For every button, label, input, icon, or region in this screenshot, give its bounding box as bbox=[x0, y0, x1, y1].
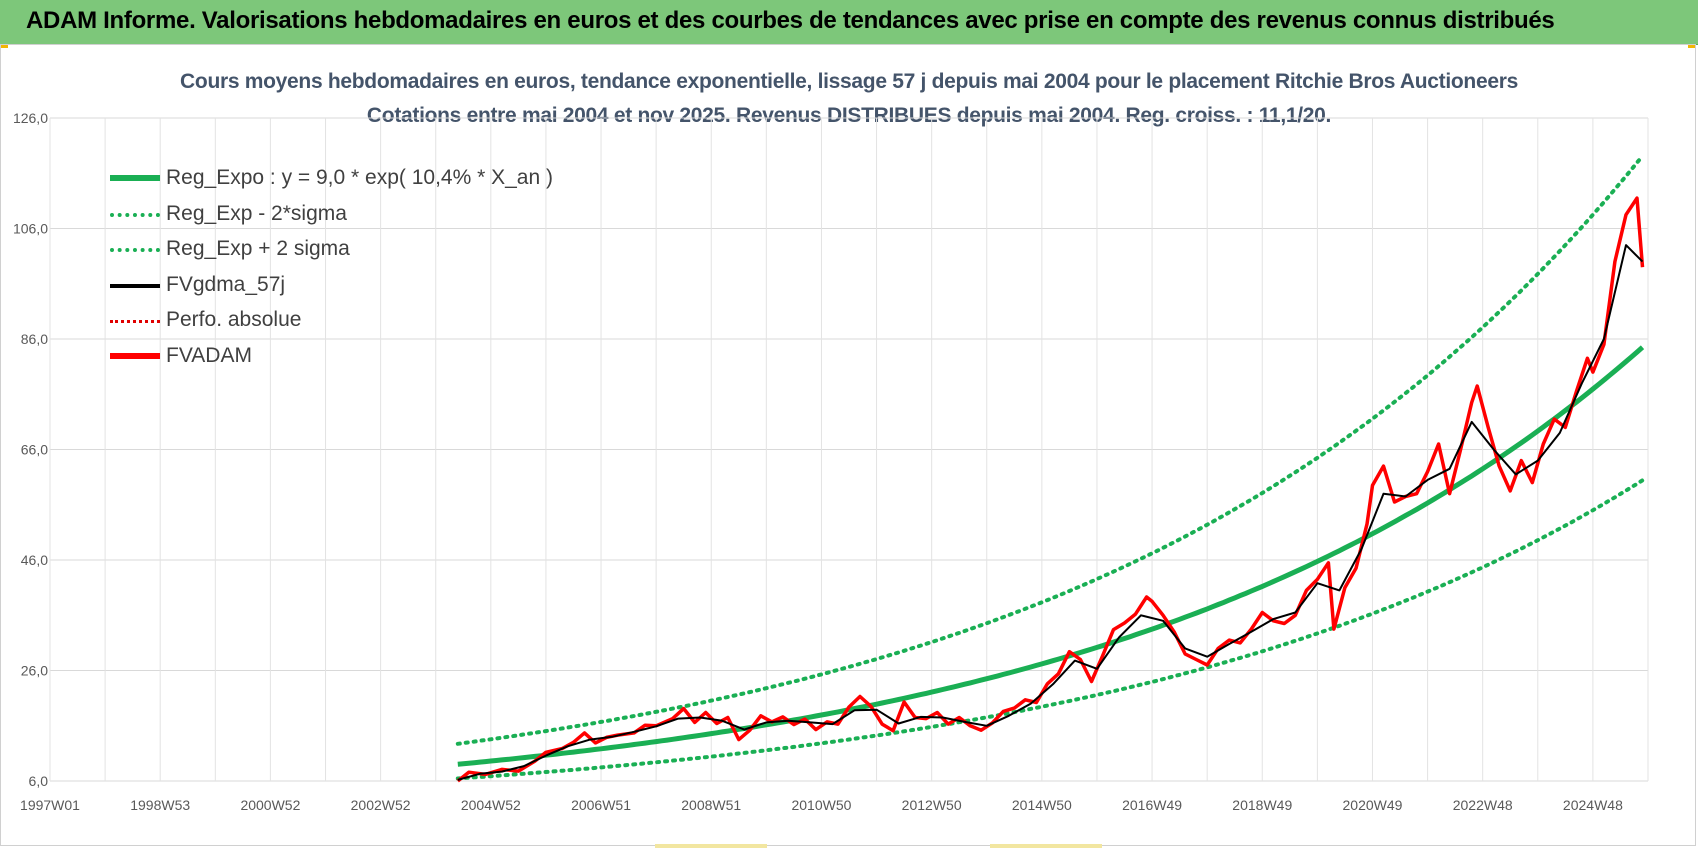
y-tick-label: 126,0 bbox=[13, 110, 48, 126]
x-tick-label: 2024W48 bbox=[1563, 797, 1623, 813]
report-banner: ADAM Informe. Valorisations hebdomadaire… bbox=[0, 0, 1698, 45]
y-tick-label: 26,0 bbox=[21, 663, 48, 679]
chart-title-line1: Cours moyens hebdomadaires en euros, ten… bbox=[180, 70, 1518, 93]
x-tick-label: 1997W01 bbox=[20, 797, 80, 813]
fvadam-line bbox=[456, 196, 1645, 783]
chart-series-layer bbox=[455, 153, 1645, 783]
legend-swatch bbox=[110, 352, 160, 359]
x-tick-label: 2002W52 bbox=[351, 797, 411, 813]
legend-label: Reg_Expo : y = 9,0 * exp( 10,4% * X_an ) bbox=[166, 166, 553, 189]
legend-label: Reg_Exp - 2*sigma bbox=[166, 201, 347, 225]
chart-frame bbox=[0, 44, 1696, 846]
y-tick-label: 46,0 bbox=[21, 552, 48, 568]
legend-swatch bbox=[110, 212, 160, 217]
corner-marker-left bbox=[0, 44, 8, 48]
reg-expo-line bbox=[457, 345, 1645, 767]
y-tick-label: 66,0 bbox=[21, 442, 48, 458]
chart-title-line2: Cotations entre mai 2004 et nov 2025. Re… bbox=[366, 104, 1332, 127]
legend-swatch bbox=[110, 248, 160, 252]
chart-grid bbox=[49, 117, 1649, 782]
sheet-tab-marker bbox=[990, 844, 1102, 848]
x-tick-label: 2022W48 bbox=[1453, 797, 1513, 813]
y-tick-label: 106,0 bbox=[13, 221, 48, 237]
x-tick-label: 2020W49 bbox=[1343, 797, 1403, 813]
legend-swatch bbox=[110, 320, 160, 323]
x-tick-label: 2014W50 bbox=[1012, 797, 1072, 813]
x-tick-label: 2004W52 bbox=[461, 797, 521, 813]
x-tick-label: 2006W51 bbox=[571, 797, 631, 813]
legend-swatch bbox=[110, 175, 160, 181]
x-tick-label: 1998W53 bbox=[130, 797, 190, 813]
y-tick-label: 6,0 bbox=[29, 773, 49, 789]
x-tick-label: 2010W50 bbox=[791, 797, 851, 813]
corner-marker-right bbox=[1688, 44, 1696, 48]
reg-exp-plus-2sigma-line bbox=[455, 153, 1645, 746]
x-tick-label: 2008W51 bbox=[681, 797, 741, 813]
legend-label: FVgdma_57j bbox=[166, 272, 286, 296]
reg-exp-minus-2sigma-line bbox=[455, 478, 1645, 781]
chart-axis-labels: 6,0 26,0 46,0 66,0 86,0 106,0 126,0 1997W01 1998… bbox=[13, 110, 1623, 813]
legend-label: FVADAM bbox=[166, 343, 252, 367]
report-title: ADAM Informe. Valorisations hebdomadaire… bbox=[26, 7, 1555, 34]
legend-swatch bbox=[110, 283, 160, 288]
legend-label: Reg_Exp + 2 sigma bbox=[166, 237, 350, 260]
fvgdma-line bbox=[457, 244, 1644, 781]
legend-label: Perfo. absolue bbox=[166, 308, 302, 331]
x-tick-label: 2018W49 bbox=[1232, 797, 1292, 813]
x-tick-label: 2016W49 bbox=[1122, 797, 1182, 813]
x-tick-label: 2000W52 bbox=[240, 797, 300, 813]
sheet-tab-marker bbox=[655, 844, 767, 848]
x-tick-label: 2012W50 bbox=[902, 797, 962, 813]
y-tick-label: 86,0 bbox=[21, 331, 48, 347]
